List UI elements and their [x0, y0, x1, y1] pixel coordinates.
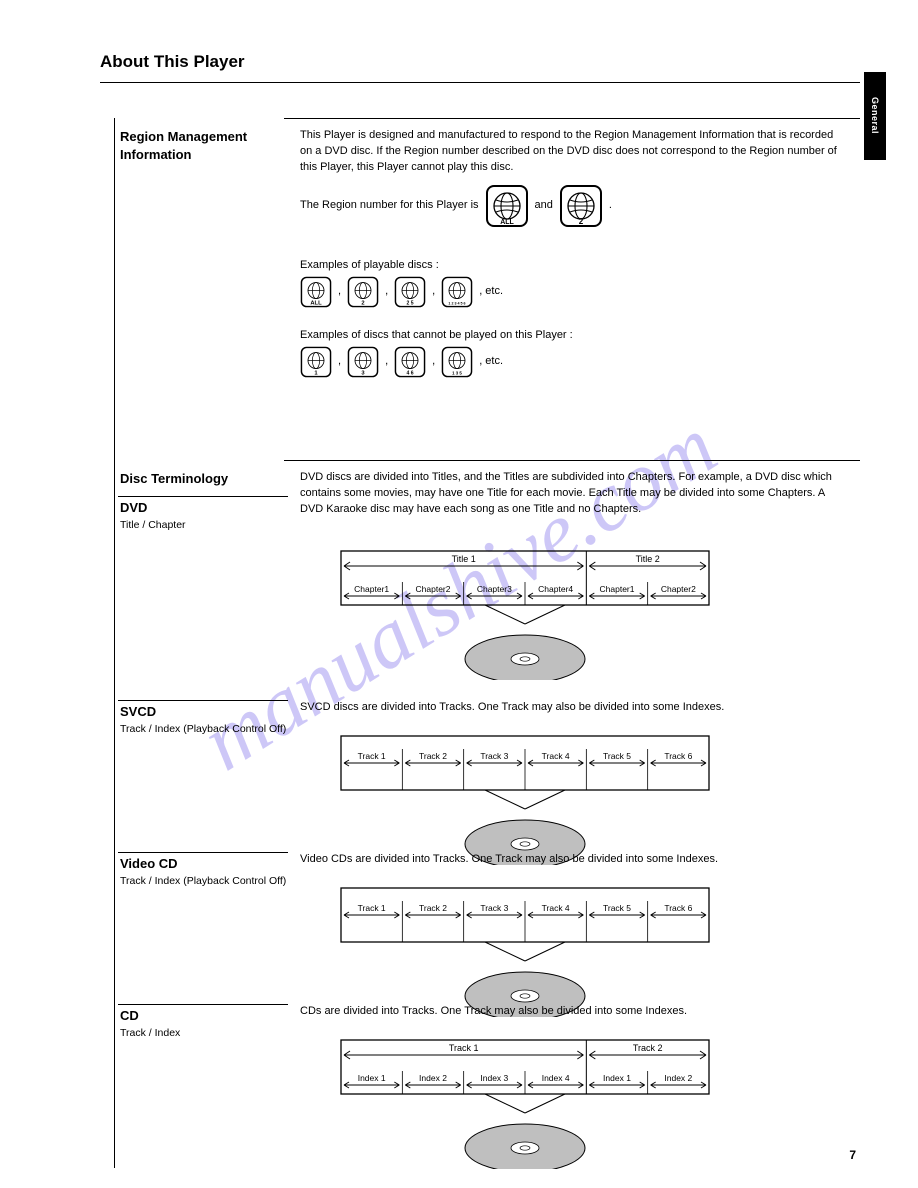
svg-text:Index 2: Index 2 [419, 1073, 447, 1083]
dvd-sub: Title / Chapter [120, 518, 300, 532]
svg-text:2 5: 2 5 [407, 300, 414, 306]
svg-text:Track 3: Track 3 [480, 903, 508, 913]
section-rule-disc [284, 460, 860, 461]
region-examples-row: ALL , 2 , 2 5 , 1 2 3 4 5 6 , etc. [300, 276, 840, 308]
cd-text: CDs are divided into Tracks. One Track m… [300, 1004, 840, 1020]
svg-text:Track 5: Track 5 [603, 903, 631, 913]
region-body: This Player is designed and manufactured… [300, 128, 840, 378]
globe-icon: 1 2 3 4 5 6 [441, 276, 473, 308]
globe-icon: 2 5 [394, 276, 426, 308]
globe-icon-all: ALL [485, 184, 529, 228]
page-number: 7 [849, 1148, 856, 1162]
svg-text:Chapter2: Chapter2 [416, 584, 451, 594]
svg-text:ALL: ALL [500, 219, 514, 226]
region-examples-intro: Examples of playable discs : [300, 258, 840, 274]
region-not-examples: Examples of discs that cannot be played … [300, 328, 840, 378]
svg-text:Chapter1: Chapter1 [600, 584, 635, 594]
disc-heading: Disc Terminology [120, 470, 290, 488]
disc-heading-text: Disc Terminology [120, 471, 228, 486]
svg-text:Title 1: Title 1 [452, 554, 476, 564]
svg-text:Index 1: Index 1 [603, 1073, 631, 1083]
section-rule-region [284, 118, 860, 119]
region-heading: Region Management Information [120, 128, 290, 163]
globe-icon: 3 [347, 346, 379, 378]
svg-text:Track 5: Track 5 [603, 751, 631, 761]
vcd-sub: Track / Index (Playback Control Off) [120, 874, 300, 888]
underline-svcd [118, 700, 288, 701]
underline-vcd [118, 852, 288, 853]
svg-text:Track 2: Track 2 [419, 903, 447, 913]
svg-text:Index 3: Index 3 [480, 1073, 508, 1083]
underline-dvd [118, 496, 288, 497]
side-tab: General [864, 72, 886, 160]
region-examples: Examples of playable discs : ALL , 2 , 2… [300, 258, 840, 308]
left-vertical-rule [114, 118, 115, 1168]
region-not-intro: Examples of discs that cannot be played … [300, 328, 840, 344]
svg-text:Title 2: Title 2 [636, 554, 660, 564]
top-rule [100, 82, 860, 83]
svg-text:Track 6: Track 6 [664, 751, 692, 761]
svg-text:Index 4: Index 4 [542, 1073, 570, 1083]
svg-text:Track 3: Track 3 [480, 751, 508, 761]
region-heading-text: Region Management Information [120, 129, 247, 162]
page-root: manualshive.com About This Player Genera… [0, 0, 918, 1188]
svg-text:4 6: 4 6 [407, 370, 414, 376]
svg-text:Chapter1: Chapter1 [354, 584, 389, 594]
svg-text:3: 3 [361, 370, 365, 376]
svg-text:1 2 3 4 5 6: 1 2 3 4 5 6 [449, 301, 466, 305]
vcd-diagram: Track 1 Track 2 Track 3 Track 4 Track 5 Track… [340, 887, 710, 1017]
globe-icon: 4 6 [394, 346, 426, 378]
globe-icon: 2 [347, 276, 379, 308]
page-title: About This Player [100, 52, 245, 72]
svg-text:1: 1 [314, 370, 318, 376]
svg-text:Index 1: Index 1 [358, 1073, 386, 1083]
underline-cd [118, 1004, 288, 1005]
dvd-diagram: Title 1 Title 2 Chapter1 Chapter2 Chapter3 Ch… [340, 550, 710, 680]
svg-text:2: 2 [579, 217, 584, 226]
svg-text:Track 1: Track 1 [358, 751, 386, 761]
svcd-diagram: Track 1 Track 2 Track 3 Track 4 Track 5 Track… [340, 735, 710, 865]
svg-text:Track 4: Track 4 [542, 751, 570, 761]
svg-text:Track 2: Track 2 [419, 751, 447, 761]
svg-text:ALL: ALL [310, 300, 322, 306]
svcd-text: SVCD discs are divided into Tracks. One … [300, 700, 840, 716]
cd-diagram: Track 1 Track 2 Index 1 Index 2 Index 3 Index… [340, 1039, 710, 1169]
vcd-text: Video CDs are divided into Tracks. One T… [300, 852, 840, 868]
svg-text:Track 1: Track 1 [449, 1043, 479, 1053]
svg-text:Track 2: Track 2 [633, 1043, 663, 1053]
vcd-name: Video CD [120, 856, 178, 871]
dvd-name: DVD [120, 500, 147, 515]
globe-icon: 1 [300, 346, 332, 378]
cd-sub: Track / Index [120, 1026, 300, 1040]
svg-text:Track 1: Track 1 [358, 903, 386, 913]
region-not-row: 1 , 3 , 4 6 , 1 3 5 , etc. [300, 346, 840, 378]
svcd-sub: Track / Index (Playback Control Off) [120, 722, 300, 736]
svg-text:Chapter3: Chapter3 [477, 584, 512, 594]
region-body-line1: This Player is designed and manufactured… [300, 128, 840, 176]
globe-icon: 1 3 5 [441, 346, 473, 378]
region-body-line2: The Region number for this Player is ALL… [300, 184, 840, 228]
globe-icon: ALL [300, 276, 332, 308]
svg-text:Track 4: Track 4 [542, 903, 570, 913]
svg-text:Track 6: Track 6 [664, 903, 692, 913]
globe-icon-num: 2 [559, 184, 603, 228]
svg-text:2: 2 [361, 300, 364, 306]
svcd-name: SVCD [120, 704, 156, 719]
cd-name: CD [120, 1008, 139, 1023]
region-icons-middle: and [535, 198, 553, 214]
svg-text:Chapter2: Chapter2 [661, 584, 696, 594]
region-line2-suffix: . [609, 198, 612, 214]
dvd-text: DVD discs are divided into Titles, and t… [300, 470, 840, 518]
svg-text:Index 2: Index 2 [664, 1073, 692, 1083]
svg-text:Chapter4: Chapter4 [538, 584, 573, 594]
svg-text:1 3 5: 1 3 5 [452, 370, 462, 375]
region-line2-prefix: The Region number for this Player is [300, 198, 479, 214]
